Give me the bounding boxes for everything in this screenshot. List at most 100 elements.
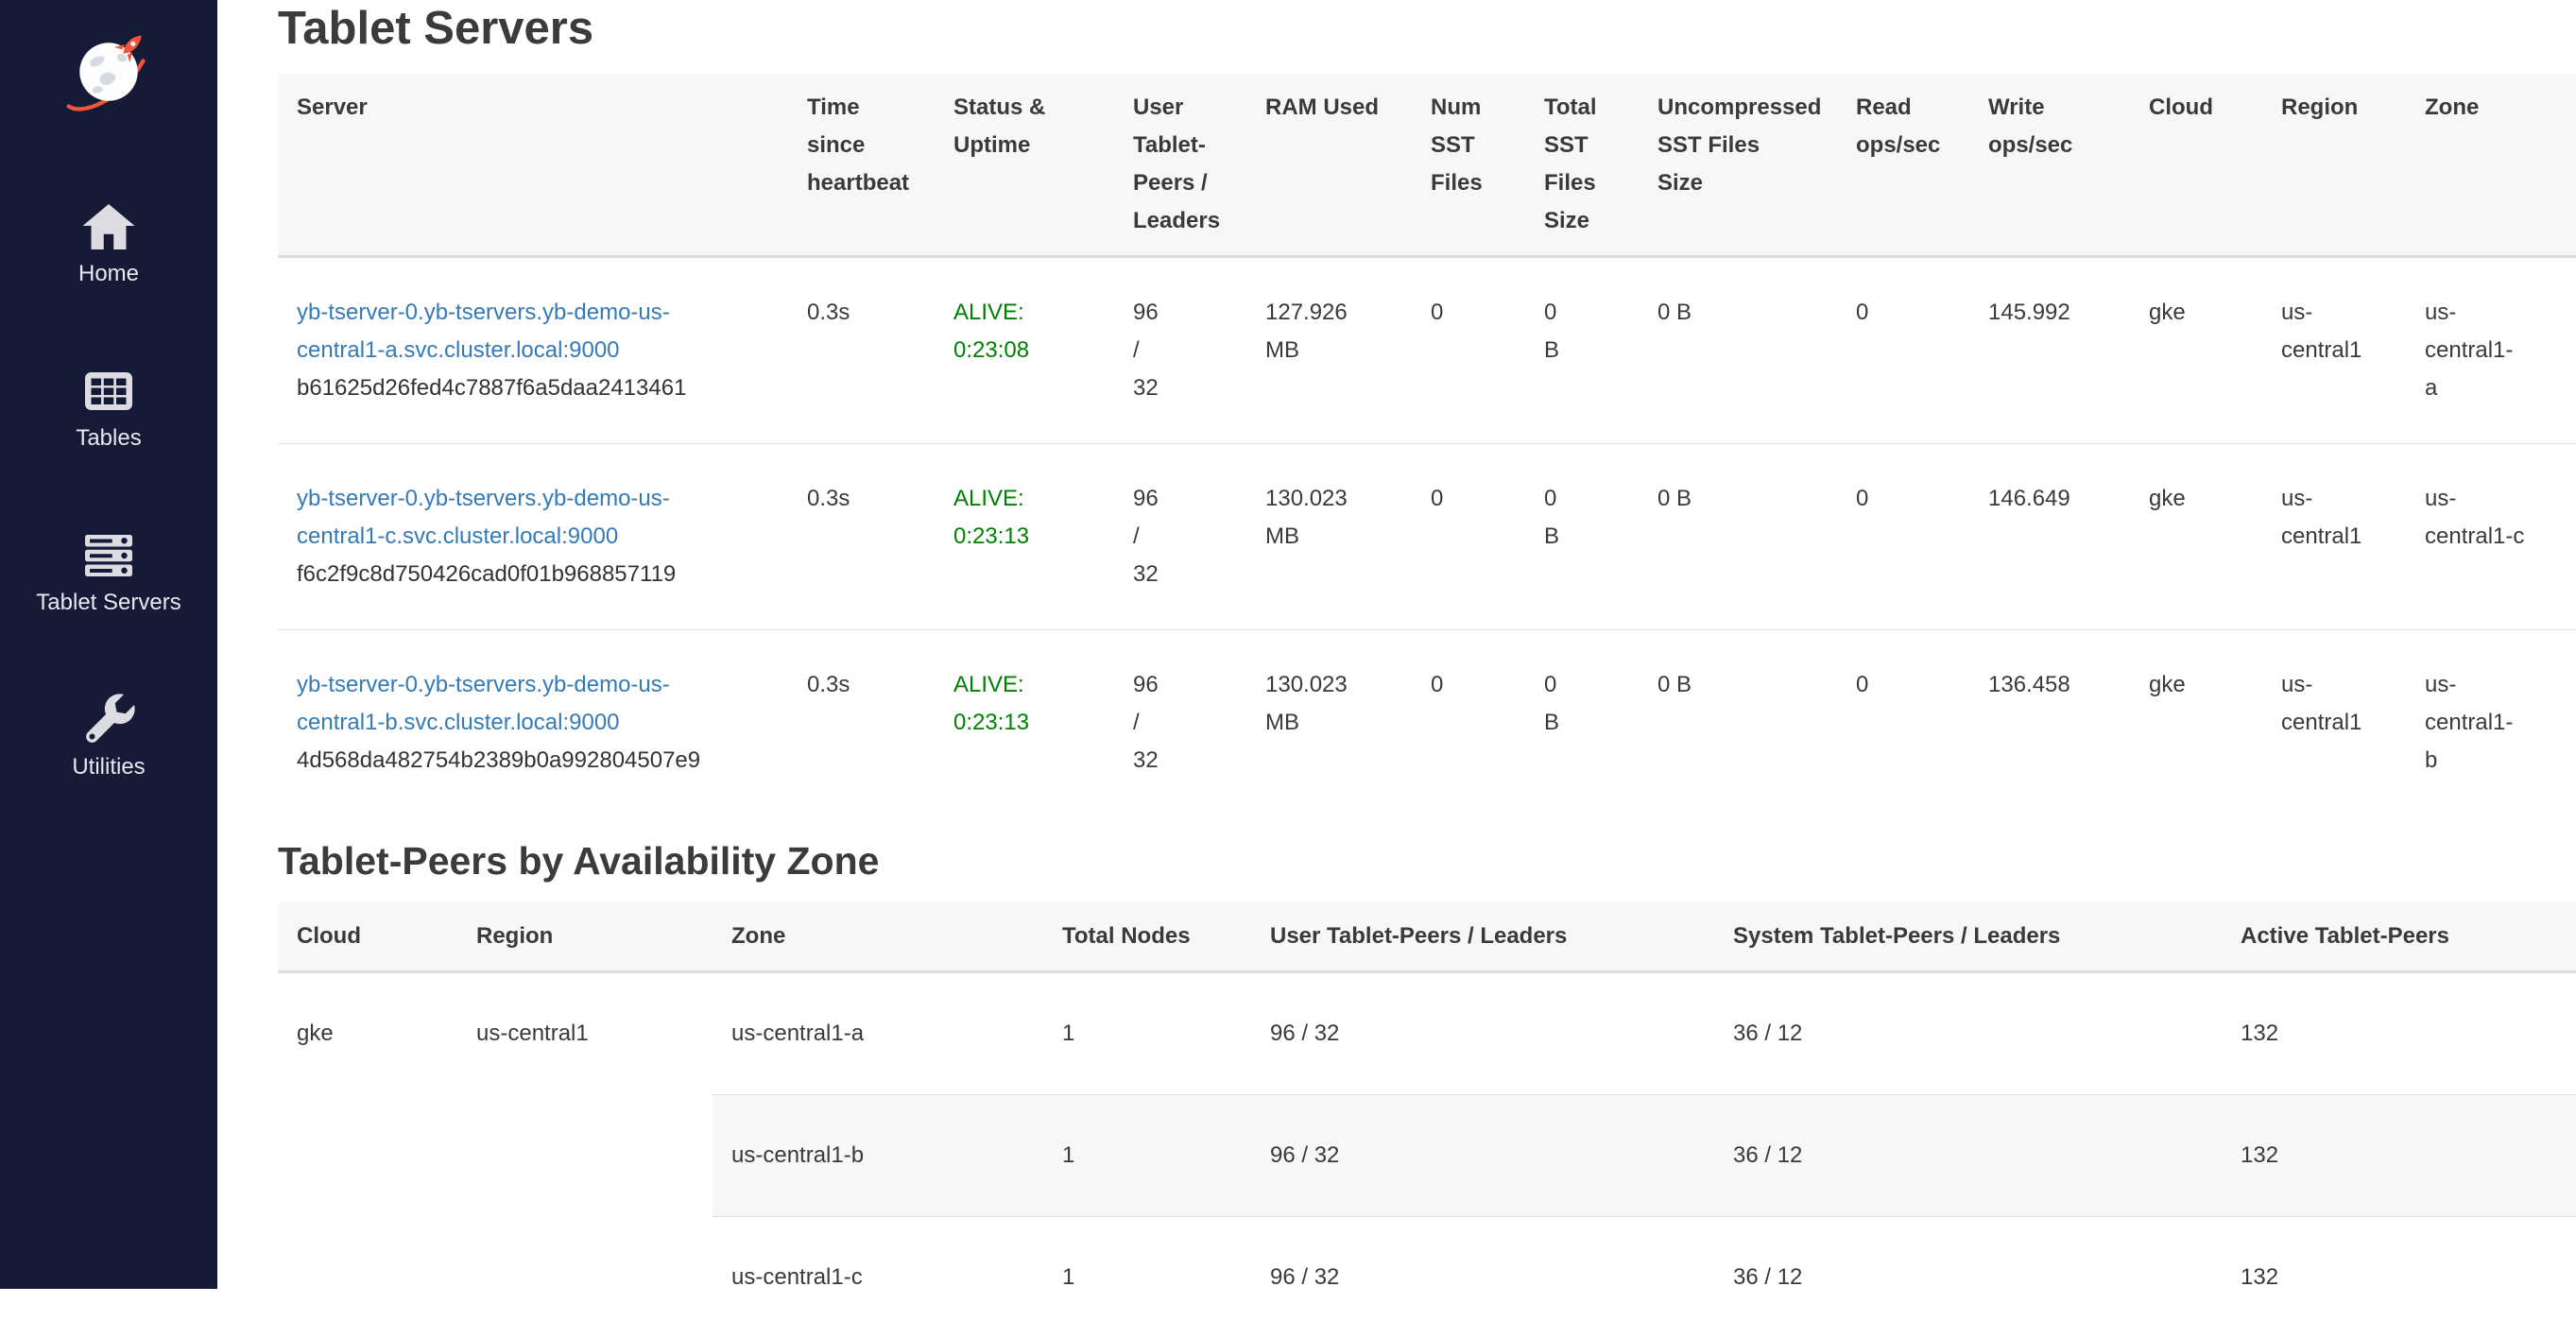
tablet-servers-icon xyxy=(80,527,137,584)
cell-user-tablet-peers: 96 / 32 xyxy=(1251,1095,1714,1217)
col-zone: Zone xyxy=(713,902,1043,972)
cell-user-tablet-peers: 96 / 32 xyxy=(1114,257,1246,444)
tablet-servers-header-row: Server Time since heartbeat Status & Upt… xyxy=(278,74,2576,257)
sidebar-nav: Home Tables xyxy=(36,198,180,780)
az-header-row: Cloud Region Zone Total Nodes User Table… xyxy=(278,902,2576,972)
rocket-globe-logo-icon xyxy=(63,26,154,117)
cell-read-ops: 0 xyxy=(1837,444,1969,630)
cell-ram: 130.023 MB xyxy=(1246,630,1412,816)
az-row: gke us-central1 us-central1-a 1 96 / 32 … xyxy=(278,972,2576,1095)
cell-ram: 127.926 MB xyxy=(1246,257,1412,444)
sidebar-item-label: Home xyxy=(78,261,139,287)
cell-write-ops: 136.458 xyxy=(1969,630,2130,816)
cell-region: us-central1 xyxy=(2262,630,2406,816)
tserver-row: yb-tserver-0.yb-tservers.yb-demo-us-cent… xyxy=(278,444,2576,630)
tserver-address-link[interactable]: yb-tserver-0.yb-tservers.yb-demo-us-cent… xyxy=(297,300,731,325)
sidebar-item-label: Tablet Servers xyxy=(36,590,180,616)
col-read-ops: Read ops/sec xyxy=(1837,74,1969,257)
col-user-tablet-peers: User Tablet-Peers / Leaders xyxy=(1114,74,1246,257)
page-title: Tablet Servers xyxy=(278,2,2576,55)
cell-cloud: gke xyxy=(2130,630,2262,816)
col-cloud: Cloud xyxy=(2130,74,2262,257)
cell-active-tablet-peers: 132 xyxy=(2222,972,2576,1095)
cell-zone: us-central1-a xyxy=(2406,257,2576,444)
cell-cloud: gke xyxy=(2130,444,2262,630)
cell-heartbeat: 0.3s xyxy=(788,257,935,444)
col-ram: RAM Used xyxy=(1246,74,1412,257)
cell-server: yb-tserver-0.yb-tservers.yb-demo-us-cent… xyxy=(278,630,788,816)
cell-total-nodes: 1 xyxy=(1043,972,1251,1095)
cell-user-tablet-peers: 96 / 32 xyxy=(1251,1217,1714,1338)
cell-region: us-central1 xyxy=(2262,444,2406,630)
col-heartbeat: Time since heartbeat xyxy=(788,74,935,257)
tserver-row: yb-tserver-0.yb-tservers.yb-demo-us-cent… xyxy=(278,630,2576,816)
cell-zone: us-central1-b xyxy=(713,1095,1043,1217)
cell-system-tablet-peers: 36 / 12 xyxy=(1714,1095,2222,1217)
cell-user-tablet-peers: 96 / 32 xyxy=(1114,444,1246,630)
col-num-sst: Num SST Files xyxy=(1412,74,1525,257)
cell-system-tablet-peers: 36 / 12 xyxy=(1714,972,2222,1095)
sidebar-item-home[interactable]: Home xyxy=(78,198,139,287)
cell-cloud: gke xyxy=(278,972,457,1338)
col-write-ops: Write ops/sec xyxy=(1969,74,2130,257)
col-total-sst: Total SST Files Size xyxy=(1525,74,1639,257)
cell-status: ALIVE: 0:23:13 xyxy=(935,630,1114,816)
cell-total-sst: 0 B xyxy=(1525,257,1639,444)
cell-total-sst: 0 B xyxy=(1525,444,1639,630)
yugabyte-logo[interactable] xyxy=(63,26,154,117)
utilities-icon xyxy=(80,692,137,748)
cell-active-tablet-peers: 132 xyxy=(2222,1217,2576,1338)
sidebar-item-tables[interactable]: Tables xyxy=(76,363,141,452)
cell-write-ops: 145.992 xyxy=(1969,257,2130,444)
tables-icon xyxy=(80,363,137,420)
cell-zone: us-central1-b xyxy=(2406,630,2576,816)
cell-zone: us-central1-a xyxy=(713,972,1043,1095)
cell-region: us-central1 xyxy=(2262,257,2406,444)
cell-user-tablet-peers: 96 / 32 xyxy=(1251,972,1714,1095)
cell-status: ALIVE: 0:23:13 xyxy=(935,444,1114,630)
col-zone: Zone xyxy=(2406,74,2576,257)
col-status: Status & Uptime xyxy=(935,74,1114,257)
cell-read-ops: 0 xyxy=(1837,257,1969,444)
cell-total-nodes: 1 xyxy=(1043,1217,1251,1338)
tablet-servers-table: Server Time since heartbeat Status & Upt… xyxy=(278,74,2576,815)
section-title-az: Tablet-Peers by Availability Zone xyxy=(278,838,2576,883)
tserver-uuid: b61625d26fed4c7887f6a5daa2413461 xyxy=(297,369,769,407)
col-cloud: Cloud xyxy=(278,902,457,972)
tserver-row: yb-tserver-0.yb-tservers.yb-demo-us-cent… xyxy=(278,257,2576,444)
cell-total-nodes: 1 xyxy=(1043,1095,1251,1217)
col-system-tablet-peers: System Tablet-Peers / Leaders xyxy=(1714,902,2222,972)
sidebar-item-label: Utilities xyxy=(72,754,145,780)
cell-num-sst: 0 xyxy=(1412,630,1525,816)
az-table: Cloud Region Zone Total Nodes User Table… xyxy=(278,902,2576,1338)
cell-server: yb-tserver-0.yb-tservers.yb-demo-us-cent… xyxy=(278,257,788,444)
tserver-uuid: 4d568da482754b2389b0a992804507e9 xyxy=(297,742,769,780)
cell-ram: 130.023 MB xyxy=(1246,444,1412,630)
tserver-address-link[interactable]: yb-tserver-0.yb-tservers.yb-demo-us-cent… xyxy=(297,486,731,511)
col-region: Region xyxy=(457,902,713,972)
sidebar-item-tablet-servers[interactable]: Tablet Servers xyxy=(36,527,180,616)
cell-user-tablet-peers: 96 / 32 xyxy=(1114,630,1246,816)
col-uncompressed-sst: Uncompressed SST Files Size xyxy=(1639,74,1837,257)
tserver-uuid: f6c2f9c8d750426cad0f01b968857119 xyxy=(297,556,769,593)
cell-heartbeat: 0.3s xyxy=(788,444,935,630)
tserver-address-link[interactable]: yb-tserver-0.yb-tservers.yb-demo-us-cent… xyxy=(297,672,731,697)
sidebar-item-utilities[interactable]: Utilities xyxy=(72,692,145,780)
cell-uncompressed-sst: 0 B xyxy=(1639,257,1837,444)
home-icon xyxy=(80,198,137,255)
cell-zone: us-central1-c xyxy=(2406,444,2576,630)
main-content: Tablet Servers Server Time since heartbe… xyxy=(217,0,2576,1338)
col-user-tablet-peers: User Tablet-Peers / Leaders xyxy=(1251,902,1714,972)
cell-region: us-central1 xyxy=(457,972,713,1338)
col-active-tablet-peers: Active Tablet-Peers xyxy=(2222,902,2576,972)
sidebar-item-label: Tables xyxy=(76,425,141,452)
sidebar: Home Tables xyxy=(0,0,217,1289)
cell-status: ALIVE: 0:23:08 xyxy=(935,257,1114,444)
cell-system-tablet-peers: 36 / 12 xyxy=(1714,1217,2222,1338)
cell-total-sst: 0 B xyxy=(1525,630,1639,816)
cell-uncompressed-sst: 0 B xyxy=(1639,630,1837,816)
col-total-nodes: Total Nodes xyxy=(1043,902,1251,972)
col-region: Region xyxy=(2262,74,2406,257)
cell-active-tablet-peers: 132 xyxy=(2222,1095,2576,1217)
cell-write-ops: 146.649 xyxy=(1969,444,2130,630)
